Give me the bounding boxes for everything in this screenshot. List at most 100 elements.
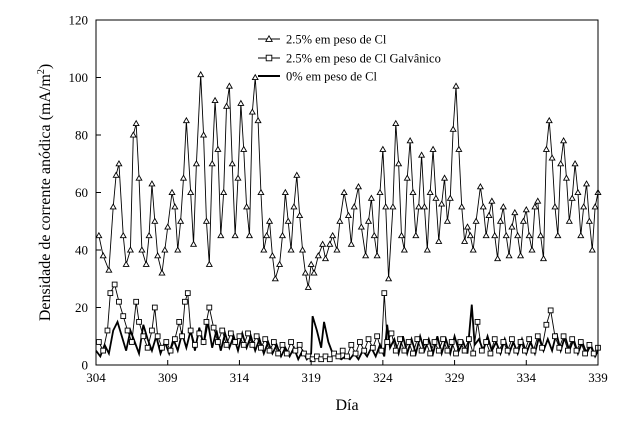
data-point: [378, 347, 385, 354]
data-point: [344, 353, 350, 360]
data-point: [502, 231, 510, 239]
data-point: [174, 246, 182, 253]
data-point: [223, 342, 230, 348]
data-point: [304, 283, 312, 290]
data-point: [429, 145, 437, 152]
data-point: [296, 211, 304, 219]
data-point: [333, 246, 341, 253]
data-point: [105, 266, 113, 273]
data-point: [182, 116, 190, 124]
y-tick-label: 100: [69, 70, 89, 85]
data-point: [552, 333, 558, 340]
data-point: [585, 217, 593, 224]
data-point: [539, 254, 548, 262]
data-point: [331, 350, 337, 357]
data-point: [488, 197, 496, 204]
data-point: [511, 208, 519, 216]
data-point: [392, 119, 400, 127]
data-point: [254, 116, 262, 124]
data-point: [444, 347, 451, 354]
data-point: [384, 339, 391, 345]
data-point: [177, 217, 185, 224]
data-point: [483, 339, 489, 345]
data-point: [367, 194, 375, 201]
data-point: [184, 290, 191, 296]
data-point: [275, 350, 282, 357]
data-point: [202, 217, 211, 224]
data-point: [455, 145, 463, 152]
data-point: [526, 336, 533, 342]
data-point: [171, 203, 179, 210]
data-point: [132, 119, 140, 127]
data-point: [217, 231, 225, 239]
data-point: [350, 203, 358, 210]
data-point: [260, 246, 268, 253]
x-tick-label: 319: [301, 370, 321, 385]
data-point: [461, 237, 469, 244]
data-point: [435, 237, 443, 244]
data-point: [362, 252, 370, 259]
data-point: [227, 330, 234, 337]
data-point: [148, 180, 156, 187]
data-point: [192, 342, 198, 348]
data-point: [410, 350, 416, 357]
data-point: [525, 231, 533, 239]
data-point: [537, 231, 545, 239]
data-point: [373, 252, 381, 259]
data-point: [571, 160, 579, 167]
data-point: [344, 211, 353, 219]
data-point: [369, 344, 376, 351]
data-point: [389, 203, 397, 210]
data-point: [151, 217, 159, 224]
data-point: [214, 145, 222, 152]
legend: 2.5% em peso de Cl 2.5% em peso de Cl Gal…: [258, 33, 441, 84]
data-point: [522, 347, 528, 354]
data-point: [543, 321, 550, 328]
data-point: [176, 319, 183, 325]
data-point: [292, 347, 299, 354]
data-point: [196, 330, 203, 337]
data-point: [206, 304, 213, 311]
data-point: [258, 344, 264, 351]
data-point: [329, 231, 337, 239]
data-point: [126, 246, 134, 253]
data-point: [508, 223, 516, 230]
data-point: [253, 333, 260, 340]
data-point: [485, 211, 493, 219]
data-point: [318, 356, 325, 363]
data-point: [577, 339, 584, 345]
data-point: [179, 174, 188, 181]
data-point: [208, 160, 216, 167]
data-point: [179, 333, 185, 340]
data-point: [314, 353, 320, 360]
data-point: [376, 188, 384, 196]
data-point: [432, 194, 440, 201]
data-point: [187, 327, 194, 334]
data-point: [582, 180, 591, 187]
data-point: [240, 342, 247, 348]
data-point: [565, 347, 571, 354]
data-point: [154, 333, 161, 340]
data-point: [145, 231, 153, 239]
data-point: [361, 347, 368, 354]
data-point: [182, 298, 188, 305]
data-point: [164, 223, 172, 230]
data-point: [210, 324, 217, 331]
data-point: [310, 269, 318, 276]
y-tick-label: 120: [69, 13, 89, 28]
data-point: [129, 131, 137, 138]
data-point: [248, 108, 256, 115]
data-point: [215, 339, 221, 345]
data-point: [279, 342, 286, 348]
data-point: [374, 333, 380, 340]
data-point: [340, 188, 348, 196]
data-point: [149, 327, 155, 334]
data-point: [307, 260, 315, 267]
data-point: [100, 347, 107, 354]
data-point: [379, 145, 387, 152]
data-point: [354, 183, 363, 190]
data-point: [443, 217, 451, 224]
data-point: [219, 327, 226, 334]
data-point: [281, 188, 289, 196]
